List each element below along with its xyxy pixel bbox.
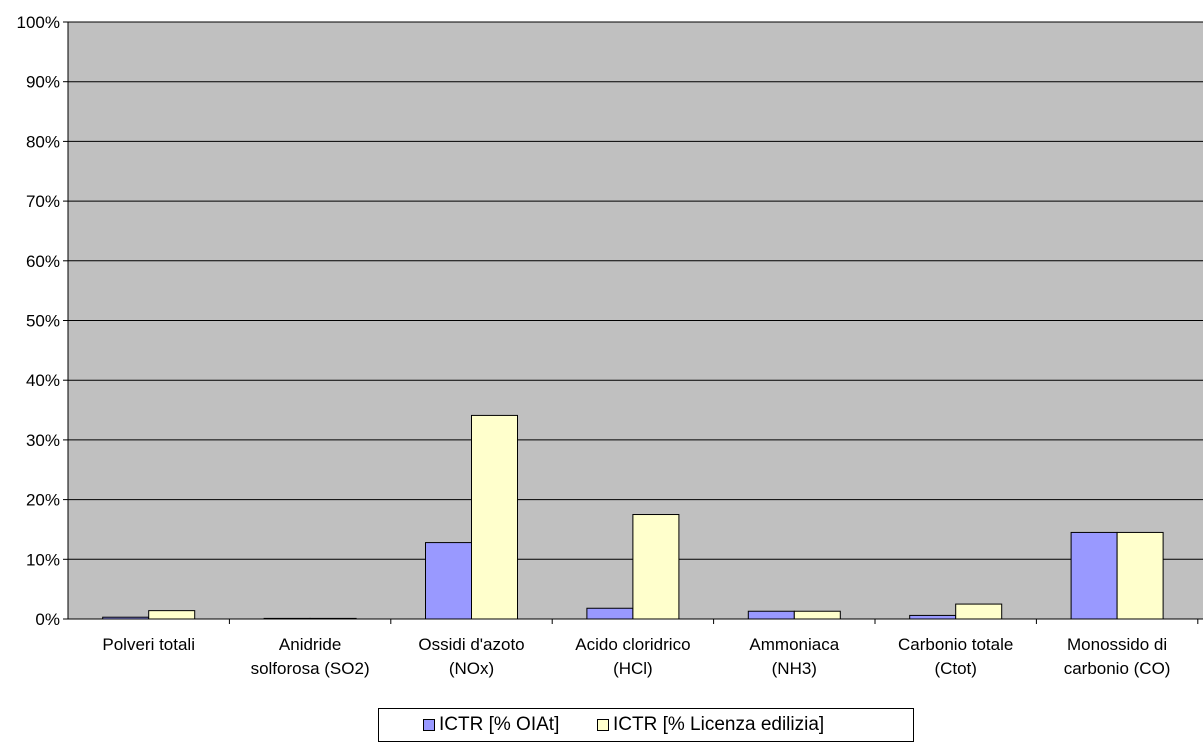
bar-licenza (471, 414, 518, 620)
category-label: Ossidi d'azoto (418, 635, 524, 654)
y-tick-label: 60% (26, 252, 60, 271)
y-tick-label: 100% (17, 13, 60, 32)
bar-licenza (1116, 531, 1164, 620)
legend-item-oiat: ICTR [% OIAt] (423, 714, 559, 736)
y-tick-label: 30% (26, 431, 60, 450)
bar-licenza (632, 514, 680, 620)
y-tick-label: 10% (26, 550, 60, 569)
bar-oiat (586, 607, 634, 620)
legend-item-licenza: ICTR [% Licenza edilizia] (597, 714, 824, 736)
category-label: Carbonio totale (898, 635, 1013, 654)
category-label: Polveri totali (102, 635, 195, 654)
category-label: (NH3) (772, 659, 817, 678)
bar-oiat (1070, 531, 1118, 620)
legend-swatch-oiat (423, 719, 435, 731)
y-tick-label: 20% (26, 491, 60, 510)
y-tick-label: 40% (26, 371, 60, 390)
category-label: Anidride (279, 635, 341, 654)
legend-label-oiat: ICTR [% OIAt] (439, 714, 560, 735)
category-label: solforosa (SO2) (251, 659, 370, 678)
bars (102, 414, 1164, 620)
y-tick-label: 90% (26, 73, 60, 92)
bar-licenza (793, 610, 841, 620)
x-tick-labels: Polveri totali Anidride solforosa (SO2) Oss… (102, 635, 1170, 678)
bar-chart: 0% 10% 20% 30% 40% 50% 60% 70% 80% 90% 100% Polver… (17, 13, 1203, 678)
category-label: (Ctot) (934, 659, 977, 678)
bar-oiat (747, 610, 795, 620)
y-tick-label: 0% (35, 610, 60, 629)
category-label: (NOx) (449, 659, 494, 678)
y-tick-label: 70% (26, 192, 60, 211)
bar-licenza (148, 610, 196, 620)
legend-label-licenza: ICTR [% Licenza edilizia] (613, 714, 825, 735)
bar-oiat (425, 542, 472, 620)
category-label: carbonio (CO) (1064, 659, 1171, 678)
y-tick-label: 80% (26, 132, 60, 151)
legend: ICTR [% OIAt] ICTR [% Licenza edilizia] (378, 708, 914, 742)
category-label: Acido cloridrico (575, 635, 690, 654)
legend-swatch-licenza (597, 719, 609, 731)
category-label: Monossido di (1067, 635, 1167, 654)
bar-oiat (909, 614, 957, 620)
y-tick-labels: 0% 10% 20% 30% 40% 50% 60% 70% 80% 90% 100% (17, 13, 60, 629)
y-tick-label: 50% (26, 312, 60, 331)
bar-licenza (955, 603, 1003, 620)
category-label: Ammoniaca (749, 635, 839, 654)
category-label: (HCl) (613, 659, 653, 678)
axes (67, 22, 1203, 624)
